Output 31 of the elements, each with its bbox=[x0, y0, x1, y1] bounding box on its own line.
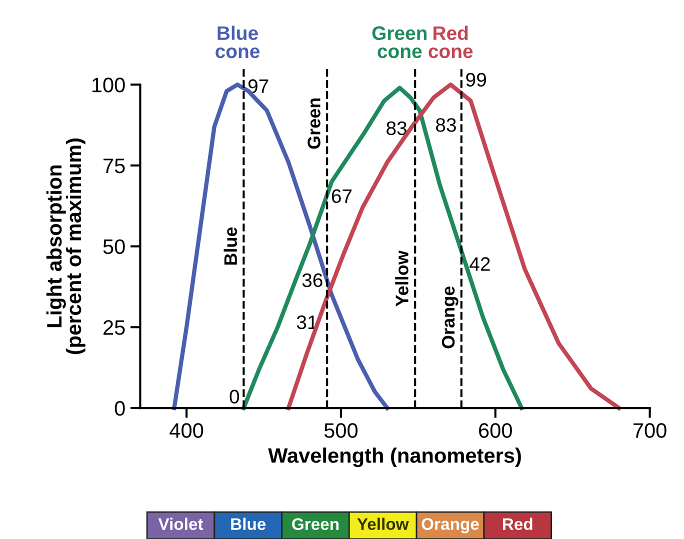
text: Green cone bbox=[372, 26, 427, 58]
ref-line-label: Orange bbox=[442, 286, 458, 348]
y-tick-label: 25 bbox=[104, 320, 125, 335]
x-tick-label: 400 bbox=[170, 423, 204, 438]
text: Red bbox=[502, 518, 532, 530]
ref-line-label: Blue bbox=[224, 227, 238, 265]
x-tick-label: 500 bbox=[324, 423, 358, 438]
series-label: Red cone bbox=[428, 26, 473, 58]
annotation: 42 bbox=[470, 257, 490, 271]
text: Yellow bbox=[357, 518, 409, 530]
text: Violet bbox=[158, 518, 204, 530]
y-tick-label: 100 bbox=[92, 78, 125, 92]
text: Green bbox=[292, 518, 339, 530]
annotation: 67 bbox=[332, 189, 352, 204]
x-tick-label: 600 bbox=[479, 423, 512, 438]
annotation: 83 bbox=[386, 121, 407, 136]
ref-line-label: Yellow bbox=[395, 250, 408, 306]
y-axis-title: Light absorption (percent of maximum) bbox=[46, 138, 86, 354]
ref-line-label: Green bbox=[308, 98, 320, 149]
text: Blue bbox=[231, 518, 266, 530]
y-tick-label: 75 bbox=[104, 158, 125, 174]
annotation: 99 bbox=[466, 72, 486, 87]
annotation: 83 bbox=[436, 118, 456, 132]
annotation: 0 bbox=[230, 390, 240, 404]
annotation: 36 bbox=[302, 273, 322, 288]
x-tick-label: 700 bbox=[633, 423, 666, 438]
text: Orange bbox=[422, 518, 479, 534]
series-label: Blue cone bbox=[216, 26, 260, 58]
x-axis-title: Wavelength (nanometers) bbox=[268, 448, 521, 468]
y-tick-label: 0 bbox=[114, 401, 125, 416]
y-tick-label: 50 bbox=[103, 239, 125, 254]
